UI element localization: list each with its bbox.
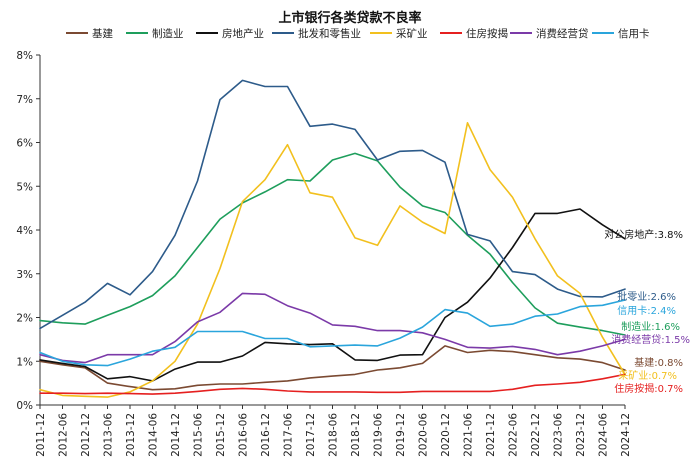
series-line-0 [39,345,626,391]
x-axis: 2011-12 2012-06 2012-12 2013-06 2013-12 2014-… [35,404,632,457]
x-tick-label: 2019-06 [373,413,385,457]
x-tick-label: 2019-12 [395,413,407,457]
end-label-5: 住房按揭:0.7% [614,382,683,395]
end-label-7: 信用卡:2.4% [617,304,676,317]
chart-title: 上市银行各类贷款不良率 [278,10,421,26]
end-label-1: 制造业:1.6% [621,320,680,333]
x-tick-label: 2015-06 [193,413,205,457]
series-line-3 [39,79,626,330]
y-tick-label: 5% [16,181,33,193]
y-axis: 0% 1% 2% 3% 4% 5% 6% 7% 8% [16,50,41,412]
legend-label-0: 基建 [92,27,113,40]
legend-label-3: 批发和零售业 [298,27,361,40]
end-label-2: 对公房地产:3.8% [604,228,683,241]
y-tick-label: 8% [16,50,33,62]
x-tick-label: 2017-06 [283,413,295,457]
x-tick-label: 2013-12 [125,413,137,457]
end-label-0: 基建:0.8% [634,356,683,369]
x-tick-label: 2022-12 [530,413,542,457]
x-tick-label: 2017-12 [305,413,317,457]
x-tick-label: 2015-12 [215,413,227,457]
x-tick-label: 2014-12 [170,413,182,457]
y-tick-label: 1% [16,356,33,368]
end-label-3: 批零业:2.6% [617,290,676,303]
x-tick-label: 2023-12 [575,413,587,457]
legend-label-1: 制造业 [152,27,184,40]
series-line-7 [39,299,626,367]
legend-label-5: 住房按揭 [466,27,508,40]
legend-label-6: 消费经营贷 [536,27,589,40]
end-labels: 基建:0.8% 制造业:1.6% 对公房地产:3.8% 批零业:2.6% 采矿业:0.7… [604,228,690,395]
x-tick-label: 2014-06 [148,413,160,457]
y-tick-label: 2% [16,313,33,325]
x-tick-label: 2021-06 [463,413,475,457]
x-tick-label: 2016-12 [260,413,272,457]
legend-label-4: 采矿业 [396,27,428,40]
x-tick-label: 2022-06 [508,413,520,457]
y-tick-label: 4% [16,225,33,237]
x-tick-label: 2020-12 [440,413,452,457]
x-tick-label: 2018-06 [328,413,340,457]
x-tick-label: 2024-06 [598,413,610,457]
series-line-6 [39,292,626,364]
legend-label-2: 房地产业 [222,27,264,40]
legend-label-7: 信用卡 [618,27,650,40]
x-tick-label: 2024-12 [620,413,632,457]
x-tick-label: 2020-06 [418,413,430,457]
series-line-1 [39,152,626,336]
series-layer [39,79,626,398]
x-tick-label: 2018-12 [350,413,362,457]
y-tick-label: 3% [16,269,33,281]
x-tick-label: 2012-06 [58,413,70,457]
series-line-5 [39,373,626,395]
x-tick-label: 2016-06 [238,413,250,457]
x-tick-label: 2012-12 [80,413,92,457]
series-line-4 [39,122,626,398]
x-tick-label: 2013-06 [103,413,115,457]
end-label-6: 消费经营贷:1.5% [611,333,690,346]
end-label-4: 采矿业:0.7% [618,369,677,382]
x-tick-label: 2011-12 [35,413,47,457]
y-tick-label: 7% [16,94,33,106]
x-tick-label: 2021-12 [485,413,497,457]
x-tick-label: 2023-06 [553,413,565,457]
chart-legend: 基建 制造业 房地产业 批发和零售业 采矿业 住房按揭 消费经营贷 信用卡 [66,27,650,40]
y-tick-label: 6% [16,138,33,150]
y-tick-label: 0% [16,400,33,412]
